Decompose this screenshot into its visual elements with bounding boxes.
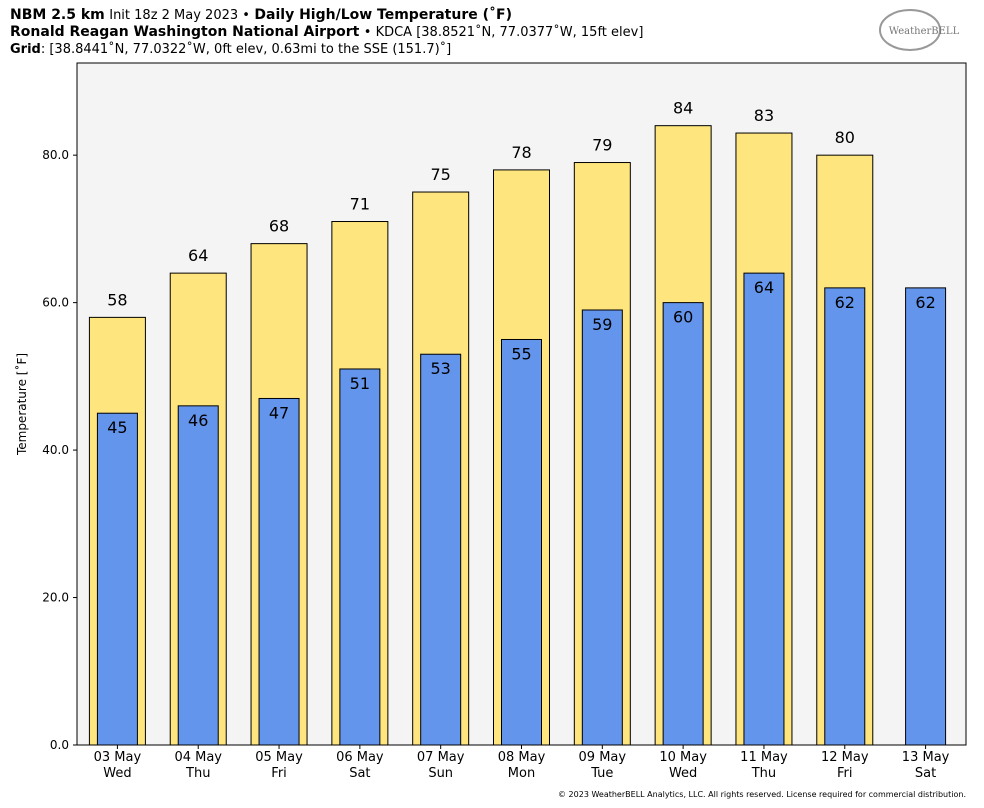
high-label: 64 xyxy=(188,246,208,265)
low-label: 64 xyxy=(754,278,774,297)
low-label: 60 xyxy=(673,308,693,327)
low-label: 47 xyxy=(269,403,289,422)
model: NBM 2.5 km xyxy=(10,7,105,23)
low-bar xyxy=(177,405,219,746)
high-label: 75 xyxy=(431,165,451,184)
low-bar xyxy=(743,272,785,746)
footer: © 2023 WeatherBELL Analytics, LLC. All r… xyxy=(558,790,966,799)
low-label: 55 xyxy=(511,344,531,363)
x-tick-label: 08 May xyxy=(498,750,546,765)
product: Daily High/Low Temperature (˚F) xyxy=(254,6,512,23)
low-bar xyxy=(662,302,704,746)
x-tick-weekday: Thu xyxy=(185,766,210,781)
x-tick-label: 10 May xyxy=(659,750,707,765)
high-label: 83 xyxy=(754,106,774,125)
low-bar xyxy=(581,309,623,746)
x-tick-weekday: Wed xyxy=(669,766,697,781)
x-tick-weekday: Fri xyxy=(837,766,853,781)
x-tick-label: 07 May xyxy=(417,750,465,765)
station-name: Ronald Reagan Washington National Airpor… xyxy=(10,24,360,40)
low-bar xyxy=(420,353,462,746)
logo: WeatherBELL xyxy=(889,26,960,37)
low-label: 59 xyxy=(592,315,612,334)
low-bar xyxy=(96,412,138,746)
low-bar xyxy=(501,338,542,746)
x-tick-weekday: Fri xyxy=(271,766,287,781)
low-label: 45 xyxy=(107,418,127,437)
x-tick-weekday: Tue xyxy=(590,766,613,781)
low-label: 51 xyxy=(350,374,370,393)
low-bar xyxy=(258,397,300,746)
high-label: 79 xyxy=(592,136,612,155)
low-bar xyxy=(824,287,866,746)
x-tick-label: 11 May xyxy=(740,750,788,765)
x-tick-label: 06 May xyxy=(336,750,384,765)
x-tick-weekday: Sat xyxy=(915,766,936,781)
x-tick-weekday: Wed xyxy=(103,766,131,781)
x-tick-label: 09 May xyxy=(579,750,627,765)
low-bar xyxy=(905,287,947,746)
high-label: 71 xyxy=(350,195,370,214)
init: Init 18z 2 May 2023 • xyxy=(109,8,250,23)
high-label: 68 xyxy=(269,217,289,236)
x-tick-label: 04 May xyxy=(174,750,222,765)
low-label: 62 xyxy=(915,293,935,312)
x-tick-label: 05 May xyxy=(255,750,303,765)
y-tick-label: 60.0 xyxy=(42,296,69,310)
y-tick-label: 40.0 xyxy=(42,443,69,457)
y-axis-label: Temperature [˚F] xyxy=(14,353,29,456)
high-label: 58 xyxy=(107,290,127,309)
grid-line-text: Grid: [38.8441˚N, 77.0322˚W, 0ft elev, 0… xyxy=(10,41,451,57)
x-tick-label: 03 May xyxy=(94,750,142,765)
low-label: 53 xyxy=(431,359,451,378)
x-tick-weekday: Sun xyxy=(428,766,453,781)
low-label: 62 xyxy=(835,293,855,312)
station: Ronald Reagan Washington National Airpor… xyxy=(10,24,643,40)
x-tick-label: 12 May xyxy=(821,750,869,765)
x-tick-label: 13 May xyxy=(902,750,950,765)
y-tick-label: 0.0 xyxy=(50,738,69,752)
title: NBM 2.5 km Init 18z 2 May 2023 • Daily H… xyxy=(10,6,512,23)
y-tick-label: 20.0 xyxy=(42,591,69,605)
high-label: 78 xyxy=(511,143,531,162)
x-tick-weekday: Sat xyxy=(349,766,370,781)
x-tick-weekday: Mon xyxy=(508,766,535,781)
low-bar xyxy=(339,368,381,746)
grid-info: : [38.8441˚N, 77.0322˚W, 0ft elev, 0.63m… xyxy=(41,41,451,57)
x-tick-weekday: Thu xyxy=(751,766,776,781)
low-label: 46 xyxy=(188,411,208,430)
y-tick-label: 80.0 xyxy=(42,148,69,162)
logo-mark xyxy=(879,9,941,51)
high-label: 80 xyxy=(835,128,855,147)
high-label: 84 xyxy=(673,99,693,118)
station-info: • KDCA [38.8521˚N, 77.0377˚W, 15ft elev] xyxy=(364,24,644,40)
grid-label: Grid xyxy=(10,42,41,57)
